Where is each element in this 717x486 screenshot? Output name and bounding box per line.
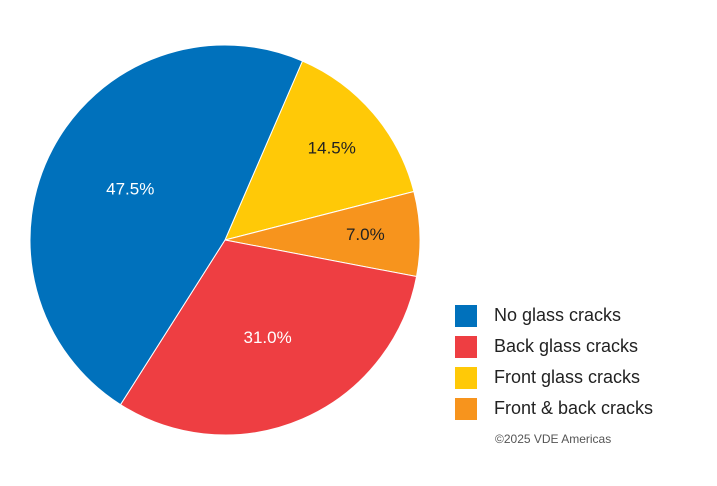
pie-slice <box>29 44 304 406</box>
legend-label: Front & back cracks <box>494 398 653 418</box>
legend-swatch <box>455 367 477 389</box>
legend-swatch <box>455 336 477 358</box>
legend-swatch <box>455 305 477 327</box>
legend-label: Back glass cracks <box>494 336 638 356</box>
value-label: 47.5% <box>106 179 154 198</box>
legend-label: No glass cracks <box>494 305 621 325</box>
pie-slice <box>224 60 415 241</box>
value-label: 31.0% <box>243 328 291 347</box>
value-label: 7.0% <box>346 225 385 244</box>
legend-swatch <box>455 398 477 420</box>
credit: ©2025 VDE Americas <box>495 432 611 446</box>
value-label: 14.5% <box>308 138 356 157</box>
legend-label: Front glass cracks <box>494 367 640 387</box>
